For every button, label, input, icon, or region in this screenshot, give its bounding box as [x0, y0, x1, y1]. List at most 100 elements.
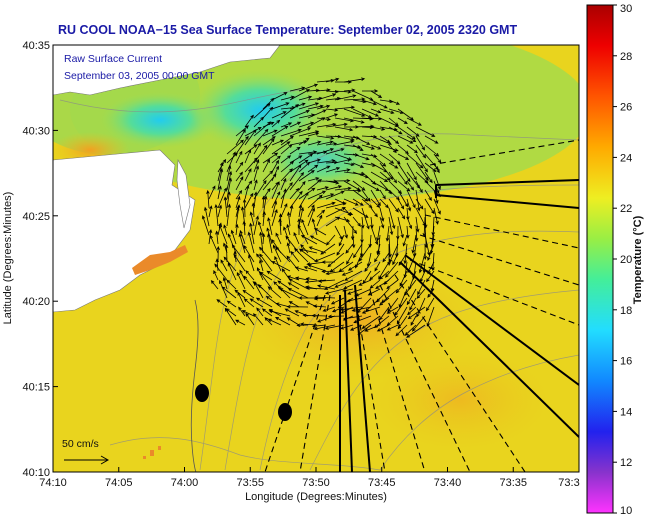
current-vector [271, 102, 290, 110]
current-vector [352, 144, 364, 151]
current-vector [272, 244, 282, 263]
current-vector [298, 137, 310, 146]
coastline [190, 299, 199, 472]
current-vector [253, 215, 259, 236]
current-vector [334, 94, 357, 101]
colorbar-tick-label: 26 [620, 102, 632, 114]
current-vector [298, 248, 318, 263]
current-vector [339, 306, 363, 312]
current-vector [274, 316, 291, 326]
current-vector [241, 310, 255, 317]
current-vector [433, 198, 441, 215]
current-vector [298, 153, 314, 164]
current-vector [271, 125, 289, 137]
current-vector [267, 217, 273, 236]
current-vector [424, 162, 437, 173]
current-vector [398, 252, 408, 266]
y-axis-label: Latitude (Degrees:Minutes) [2, 192, 14, 325]
current-vector [287, 282, 300, 290]
current-vector [253, 313, 264, 326]
current-vector [244, 126, 262, 137]
current-vector [256, 253, 264, 263]
current-vector [261, 308, 273, 317]
buoy-marker-2[interactable] [278, 403, 292, 421]
current-vector [289, 146, 301, 155]
current-vector [376, 324, 390, 332]
current-vector [402, 234, 408, 247]
current-vector [278, 218, 282, 236]
current-vector [206, 189, 210, 209]
current-vector [289, 89, 311, 101]
current-vector [283, 226, 291, 245]
current-vector [322, 306, 336, 312]
current-vector [307, 177, 320, 182]
current-vector [417, 279, 426, 296]
current-vector [204, 206, 210, 227]
current-vector [406, 198, 412, 212]
current-vector [307, 207, 316, 227]
current-vector [407, 252, 417, 274]
land-spit [176, 158, 191, 229]
current-vector [397, 126, 416, 140]
current-vector [355, 288, 372, 297]
current-vector [316, 122, 337, 128]
current-vector [294, 276, 309, 281]
current-vector [271, 191, 281, 209]
colorbar-tick-label: 30 [620, 3, 632, 15]
current-vector [236, 271, 246, 290]
current-vector [334, 186, 352, 191]
current-vector [316, 159, 336, 164]
current-vector [325, 142, 338, 146]
current-vector [394, 297, 408, 316]
current-vector [238, 306, 246, 317]
current-vector [280, 104, 300, 119]
current-vector [311, 218, 318, 236]
current-vector [406, 135, 417, 143]
scale-arrow [64, 455, 110, 465]
current-vector [406, 324, 426, 338]
current-vector [280, 95, 295, 101]
current-vector [325, 216, 341, 227]
current-vector [262, 173, 277, 191]
current-vector [379, 297, 390, 306]
current-vector [347, 261, 363, 271]
current-vector [266, 270, 282, 281]
buoy-marker-1[interactable] [195, 384, 209, 402]
current-vector [379, 135, 391, 144]
current-vector [343, 189, 362, 193]
current-vector [271, 200, 278, 218]
current-vector [253, 121, 272, 137]
current-vector [379, 153, 395, 164]
current-vector [409, 297, 417, 311]
current-vector [374, 252, 381, 263]
current-vector [397, 207, 406, 220]
current-vector [278, 213, 283, 227]
current-vector [395, 324, 408, 337]
current-vector [312, 304, 327, 308]
current-vector [217, 161, 224, 182]
current-vector [235, 189, 243, 200]
current-vector [397, 135, 414, 144]
current-vector [218, 224, 228, 245]
current-vector [274, 255, 282, 272]
current-vector [361, 116, 374, 121]
current-vector [214, 203, 219, 227]
current-vector [361, 315, 381, 329]
current-vector [334, 158, 352, 164]
current-vector [411, 234, 417, 254]
current-vector [399, 270, 408, 287]
current-vector [221, 286, 237, 299]
current-vector [280, 128, 302, 137]
current-vector [300, 235, 318, 245]
current-vector [342, 288, 354, 293]
current-vector [288, 278, 309, 290]
current-vector [280, 168, 293, 182]
current-vector [300, 244, 309, 254]
current-vector [397, 144, 409, 155]
current-vector [369, 270, 381, 281]
colorbar-tick-label: 10 [620, 505, 632, 517]
current-vector [370, 153, 387, 167]
current-vector [346, 252, 354, 265]
current-vector [324, 324, 345, 330]
current-vector [352, 207, 369, 218]
